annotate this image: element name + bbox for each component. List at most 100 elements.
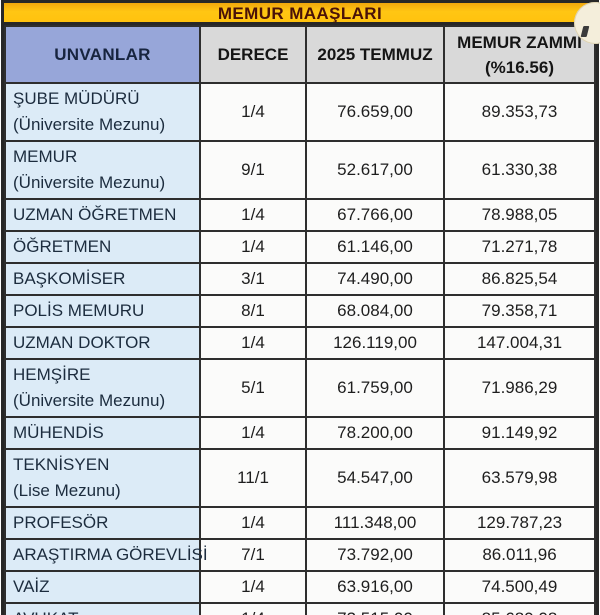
unvan-subtitle: (Üniversite Mezunu)	[13, 173, 166, 192]
unvan-cell: ARAŞTIRMA GÖREVLİSİ	[4, 538, 208, 572]
temmuz-cell: 74.490,00	[305, 262, 445, 296]
zam-cell: 86.825,54	[443, 262, 596, 296]
table-row: MEMUR (Üniversite Mezunu) 9/1 52.617,00 …	[4, 140, 596, 200]
temmuz-cell: 54.547,00	[305, 448, 445, 508]
unvan-cell: UZMAN ÖĞRETMEN	[4, 198, 201, 232]
temmuz-cell: 73.515,00	[305, 602, 445, 615]
zam-cell: 78.988,05	[443, 198, 596, 232]
temmuz-cell: 78.200,00	[305, 416, 445, 450]
unvan-title: UZMAN DOKTOR	[13, 333, 151, 352]
derece-cell: 1/4	[199, 570, 307, 604]
unvan-subtitle: (Lise Mezunu)	[13, 481, 121, 500]
table-row: POLİS MEMURU 8/1 68.084,00 79.358,71	[4, 294, 596, 328]
derece-cell: 1/4	[199, 82, 307, 142]
derece-cell: 1/4	[199, 416, 307, 450]
derece-cell: 7/1	[199, 538, 307, 572]
unvan-cell: MÜHENDİS	[4, 416, 201, 450]
table-row: UZMAN ÖĞRETMEN 1/4 67.766,00 78.988,05	[4, 198, 596, 232]
unvan-title: MEMUR	[13, 147, 78, 166]
unvan-cell: POLİS MEMURU	[4, 294, 201, 328]
unvan-title: PROFESÖR	[13, 513, 109, 532]
unvan-title: ARAŞTIRMA GÖREVLİSİ	[13, 545, 208, 564]
table-row: TEKNİSYEN (Lise Mezunu) 11/1 54.547,00 6…	[4, 448, 596, 508]
unvan-title: MÜHENDİS	[13, 423, 104, 442]
unvan-cell: HEMŞİRE (Üniversite Mezunu)	[4, 358, 201, 418]
derece-cell: 5/1	[199, 358, 307, 418]
zam-cell: 61.330,38	[443, 140, 596, 200]
zam-cell: 89.353,73	[443, 82, 596, 142]
unvan-cell: BAŞKOMİSER	[4, 262, 201, 296]
zam-cell: 79.358,71	[443, 294, 596, 328]
temmuz-cell: 73.792,00	[305, 538, 445, 572]
unvan-title: ŞUBE MÜDÜRÜ	[13, 89, 140, 108]
derece-cell: 1/4	[199, 198, 307, 232]
unvan-title: AVUKAT	[13, 606, 192, 615]
table-row: PROFESÖR 1/4 111.348,00 129.787,23	[4, 506, 596, 540]
zam-cell: 129.787,23	[443, 506, 596, 540]
table-row: UZMAN DOKTOR 1/4 126.119,00 147.004,31	[4, 326, 596, 360]
unvan-title: POLİS MEMURU	[13, 301, 145, 320]
salary-table-body: ŞUBE MÜDÜRÜ (Üniversite Mezunu) 1/4 76.6…	[4, 82, 596, 615]
unvan-title: BAŞKOMİSER	[13, 269, 126, 288]
unvan-subtitle: (Üniversite Mezunu)	[13, 115, 166, 134]
temmuz-cell: 76.659,00	[305, 82, 445, 142]
zam-cell: 85.689,08	[443, 602, 596, 615]
unvan-cell: AVUKAT	[4, 602, 201, 615]
zam-cell: 63.579,98	[443, 448, 596, 508]
temmuz-cell: 126.119,00	[305, 326, 445, 360]
derece-cell: 1/4	[199, 326, 307, 360]
unvan-title: HEMŞİRE	[13, 365, 91, 384]
table-row: ÖĞRETMEN 1/4 61.146,00 71.271,78	[4, 230, 596, 264]
column-header-memur-zammi: MEMUR ZAMMI (%16.56)	[443, 25, 596, 84]
unvan-cell: VAİZ	[4, 570, 201, 604]
zam-cell: 91.149,92	[443, 416, 596, 450]
unvan-title: ÖĞRETMEN	[13, 237, 112, 256]
column-header-unvanlar: UNVANLAR	[4, 25, 201, 84]
derece-cell: 1/4	[199, 230, 307, 264]
column-header-2025-temmuz: 2025 TEMMUZ	[305, 25, 445, 84]
table-row: BAŞKOMİSER 3/1 74.490,00 86.825,54	[4, 262, 596, 296]
watermark-mark	[580, 26, 590, 37]
table-row: ŞUBE MÜDÜRÜ (Üniversite Mezunu) 1/4 76.6…	[4, 82, 596, 142]
header-row: UNVANLAR DERECE 2025 TEMMUZ MEMUR ZAMMI …	[4, 25, 596, 84]
temmuz-cell: 61.759,00	[305, 358, 445, 418]
derece-cell: 8/1	[199, 294, 307, 328]
temmuz-cell: 67.766,00	[305, 198, 445, 232]
derece-cell: 9/1	[199, 140, 307, 200]
table-row: AVUKAT 1/4 73.515,00 85.689,08	[4, 602, 596, 615]
zam-cell: 71.271,78	[443, 230, 596, 264]
table-row: ARAŞTIRMA GÖREVLİSİ 7/1 73.792,00 86.011…	[4, 538, 596, 572]
unvan-cell: UZMAN DOKTOR	[4, 326, 201, 360]
unvan-cell: ŞUBE MÜDÜRÜ (Üniversite Mezunu)	[4, 82, 201, 142]
zam-cell: 71.986,29	[443, 358, 596, 418]
zam-cell: 86.011,96	[443, 538, 596, 572]
page-title: MEMUR MAAŞLARI	[4, 3, 596, 25]
temmuz-cell: 63.916,00	[305, 570, 445, 604]
derece-cell: 1/4	[199, 602, 307, 615]
unvan-title: UZMAN ÖĞRETMEN	[13, 205, 177, 224]
salary-table: UNVANLAR DERECE 2025 TEMMUZ MEMUR ZAMMI …	[4, 25, 596, 615]
zam-cell: 147.004,31	[443, 326, 596, 360]
memur-zammi-label: MEMUR ZAMMI	[457, 32, 582, 52]
unvan-cell: ÖĞRETMEN	[4, 230, 201, 264]
zam-cell: 74.500,49	[443, 570, 596, 604]
temmuz-cell: 111.348,00	[305, 506, 445, 540]
table-row: VAİZ 1/4 63.916,00 74.500,49	[4, 570, 596, 604]
table-row: HEMŞİRE (Üniversite Mezunu) 5/1 61.759,0…	[4, 358, 596, 418]
derece-cell: 3/1	[199, 262, 307, 296]
derece-cell: 11/1	[199, 448, 307, 508]
unvan-subtitle: (Üniversite Mezunu)	[13, 391, 166, 410]
temmuz-cell: 68.084,00	[305, 294, 445, 328]
derece-cell: 1/4	[199, 506, 307, 540]
unvan-title: TEKNİSYEN	[13, 455, 110, 474]
table-row: MÜHENDİS 1/4 78.200,00 91.149,92	[4, 416, 596, 450]
temmuz-cell: 52.617,00	[305, 140, 445, 200]
unvan-cell: TEKNİSYEN (Lise Mezunu)	[4, 448, 201, 508]
column-header-derece: DERECE	[199, 25, 307, 84]
unvan-cell: MEMUR (Üniversite Mezunu)	[4, 140, 201, 200]
unvan-title: VAİZ	[13, 577, 50, 596]
unvan-cell: PROFESÖR	[4, 506, 201, 540]
memur-zammi-rate: (%16.56)	[485, 57, 554, 77]
